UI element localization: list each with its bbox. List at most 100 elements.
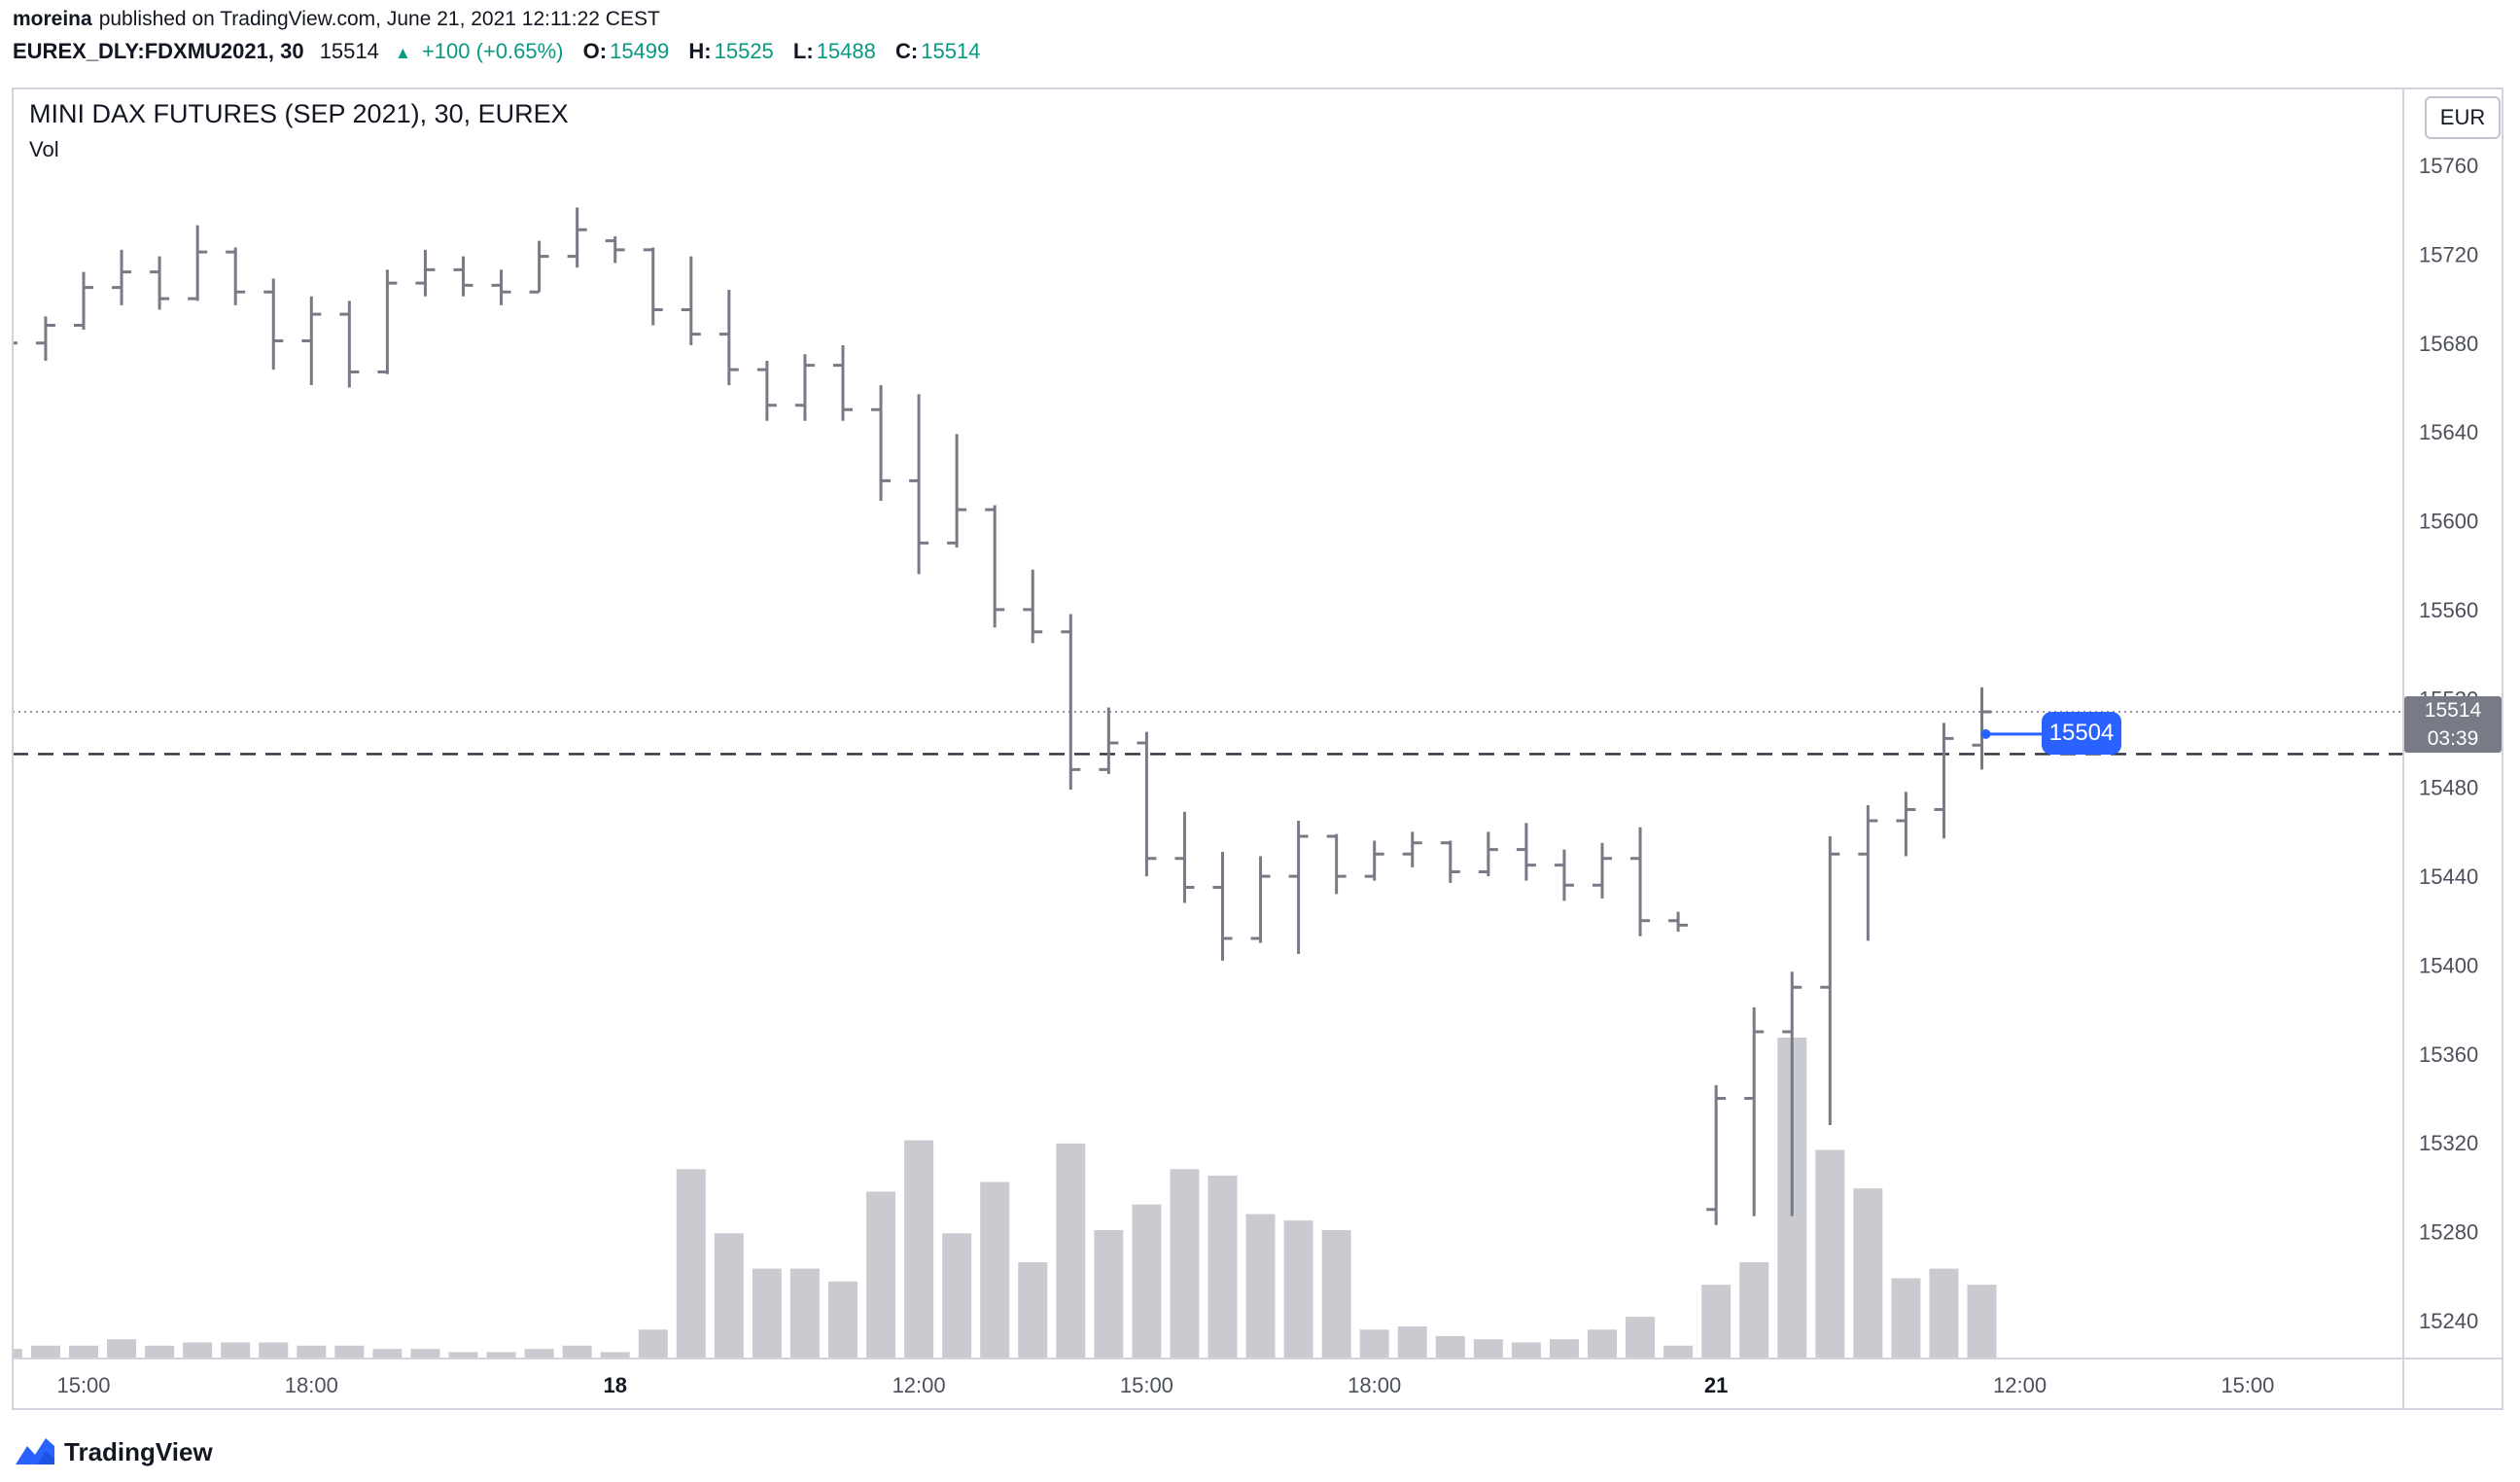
price-tick-label: 15400 xyxy=(2419,953,2478,977)
close-label: C: xyxy=(895,39,919,63)
price-tick-label: 15640 xyxy=(2419,420,2478,444)
ohlc-bar xyxy=(415,249,436,297)
ohlc-bar xyxy=(1250,856,1271,943)
time-tick-label: 18:00 xyxy=(1348,1373,1401,1397)
last-price-tag-value: 15514 xyxy=(2424,699,2482,722)
plot-region xyxy=(13,207,2403,1358)
ohlc-bar xyxy=(1402,831,1422,867)
ohlc-bar xyxy=(377,269,398,374)
ohlc-bar xyxy=(794,354,815,421)
time-tick-label: 15:00 xyxy=(1120,1373,1173,1397)
ohlc-bar xyxy=(833,345,853,421)
publish-text: published on TradingView.com, June 21, 2… xyxy=(98,8,660,30)
ohlc-bar xyxy=(1288,820,1309,955)
brand-name[interactable]: TradingView xyxy=(64,1436,213,1466)
currency-badge[interactable]: EUR xyxy=(2425,96,2501,139)
price-change-value: +100 (+0.65%) xyxy=(421,39,564,63)
price-tick-label: 15440 xyxy=(2419,864,2478,889)
close-value: 15514 xyxy=(921,39,981,63)
price-tick-label: 15680 xyxy=(2419,332,2478,356)
ohlc-bar xyxy=(871,385,892,501)
volume-pane-label[interactable]: Vol xyxy=(29,137,59,161)
open-label: O: xyxy=(582,39,608,63)
day-tick-label: 18 xyxy=(603,1373,626,1397)
up-arrow-icon: ▲ xyxy=(395,44,411,62)
time-tick-label: 12:00 xyxy=(892,1373,946,1397)
time-tick-label: 15:00 xyxy=(2221,1373,2274,1397)
time-tick-label: 15:00 xyxy=(56,1373,110,1397)
ohlc-bar xyxy=(1744,1006,1765,1217)
price-axis-labels: 1576015720156801564015600155601552015480… xyxy=(2419,154,2478,1333)
time-tick-label: 12:00 xyxy=(1993,1373,2047,1397)
ohlc-bar xyxy=(1212,851,1233,961)
ohlc-bar xyxy=(1858,804,1878,941)
price-tick-label: 15480 xyxy=(2419,776,2478,800)
price-tick-label: 15720 xyxy=(2419,242,2478,266)
ohlc-bar xyxy=(301,296,322,386)
ohlc-bar xyxy=(1782,971,1802,1217)
ohlc-bar xyxy=(1820,835,1840,1125)
day-tick-label: 21 xyxy=(1704,1373,1728,1397)
ohlc-bar xyxy=(1099,707,1119,774)
ohlc-bar xyxy=(1668,911,1689,933)
ohlc-bar xyxy=(1364,840,1384,881)
time-tick-label: 18:00 xyxy=(285,1373,338,1397)
ohlc-bar xyxy=(1137,731,1157,877)
author-name[interactable]: moreina xyxy=(13,8,92,30)
ohlc-bar xyxy=(1326,833,1347,895)
last-price-axis-tag: 15514 03:39 xyxy=(2404,696,2502,753)
ohlc-bar xyxy=(1061,614,1081,790)
ohlc-bar xyxy=(529,240,549,294)
ohlc-bars xyxy=(13,207,1992,1225)
volume-bars xyxy=(13,1038,1997,1358)
ohlc-bar xyxy=(1896,792,1916,857)
tradingview-logo-icon[interactable] xyxy=(16,1435,54,1468)
price-tick-label: 15280 xyxy=(2419,1220,2478,1245)
last-price-value: 15514 xyxy=(319,39,379,63)
symbol-stats-line: EUREX_DLY:FDXMU2021, 30 15514 ▲ +100 (+0… xyxy=(13,39,980,64)
ohlc-bar xyxy=(909,394,929,575)
ohlc-bar xyxy=(1516,823,1536,881)
price-tick-label: 15240 xyxy=(2419,1309,2478,1333)
ohlc-bar xyxy=(1934,723,1954,839)
ohlc-bar xyxy=(226,247,246,305)
ohlc-bar xyxy=(35,316,55,362)
ohlc-bar xyxy=(643,247,663,326)
bar-close-countdown: 03:39 xyxy=(2427,727,2479,750)
ohlc-bar xyxy=(263,278,284,370)
ohlc-bar xyxy=(1023,569,1043,644)
chart-legend-title[interactable]: MINI DAX FUTURES (SEP 2021), 30, EUREX xyxy=(29,99,569,128)
price-tick-label: 15560 xyxy=(2419,598,2478,622)
high-label: H: xyxy=(688,39,712,63)
ohlc-bar xyxy=(453,256,473,297)
ohlc-bar xyxy=(339,300,360,388)
ohlc-bar xyxy=(756,361,777,421)
ohlc-bar xyxy=(13,341,18,345)
symbol-name[interactable]: EUREX_DLY:FDXMU2021, 30 xyxy=(13,39,304,63)
price-tick-label: 15600 xyxy=(2419,510,2478,534)
price-note-label[interactable]: 15504 xyxy=(2042,712,2121,755)
high-value: 15525 xyxy=(714,39,774,63)
ohlc-bar xyxy=(605,236,625,264)
price-tick-label: 15320 xyxy=(2419,1131,2478,1155)
ohlc-bar xyxy=(1440,840,1460,883)
ohlc-bar xyxy=(112,249,132,305)
ohlc-bar xyxy=(1478,831,1498,877)
ohlc-bar xyxy=(681,256,701,346)
note-anchor-dot xyxy=(1980,728,1991,739)
ohlc-bar xyxy=(1554,849,1574,901)
price-tick-label: 15360 xyxy=(2419,1042,2478,1067)
ohlc-bar xyxy=(150,256,170,310)
ohlc-bar xyxy=(567,207,587,268)
ohlc-bar xyxy=(1706,1084,1727,1225)
open-value: 15499 xyxy=(610,39,670,63)
low-value: 15488 xyxy=(816,39,876,63)
ohlc-bar xyxy=(1630,827,1651,936)
ohlc-bar xyxy=(491,269,511,305)
ohlc-bar xyxy=(947,434,967,547)
ohlc-bar xyxy=(985,505,1005,628)
time-axis-labels: 15:00 18:00 18 12:00 15:00 18:00 21 12:00 15:00 xyxy=(56,1373,2274,1397)
brand-footer: TradingView xyxy=(16,1435,213,1468)
